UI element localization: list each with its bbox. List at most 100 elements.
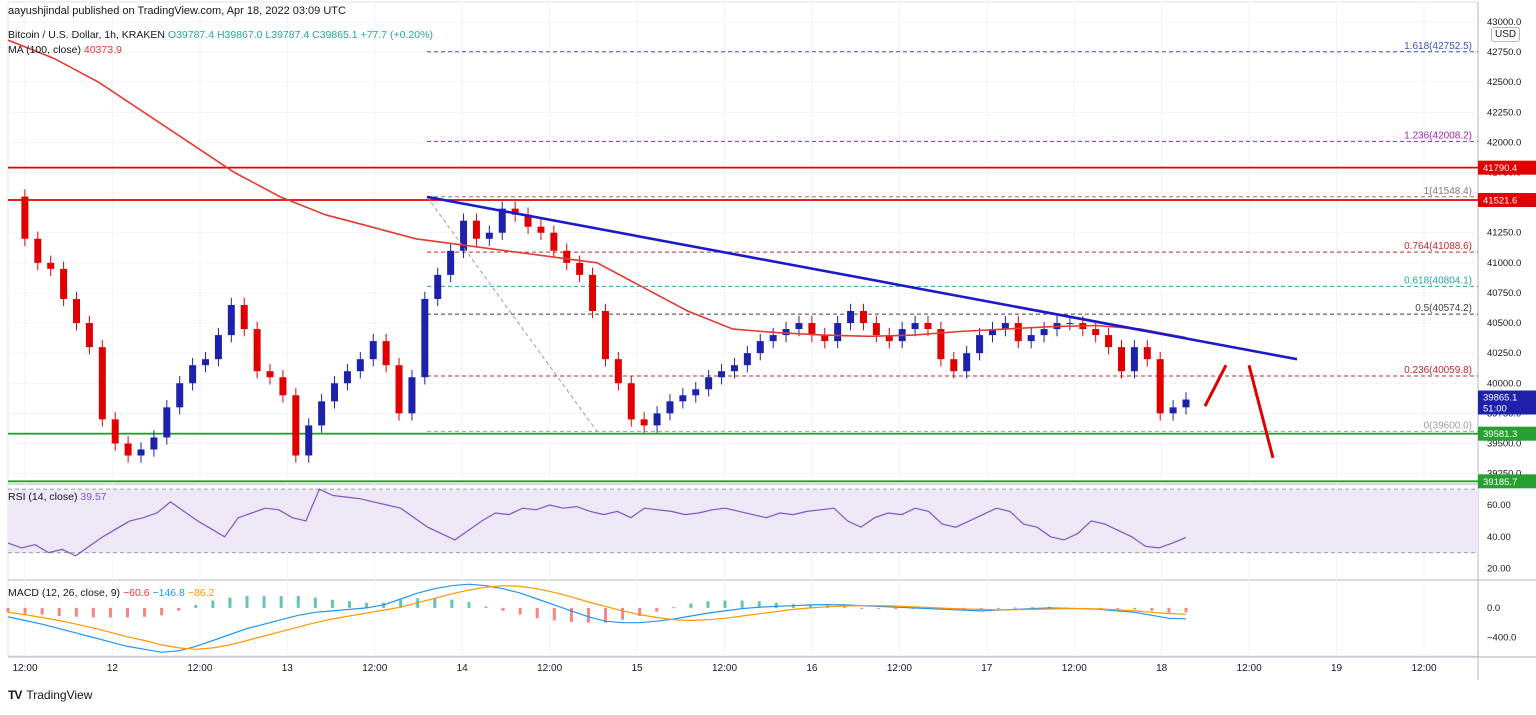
- candle-body: [511, 208, 519, 215]
- candle-body: [988, 329, 996, 336]
- sr-price-tag: [1478, 160, 1536, 175]
- candle-body: [524, 214, 532, 227]
- candle-body: [266, 371, 274, 378]
- candle-body: [1105, 335, 1113, 348]
- candle-body: [498, 208, 506, 233]
- macd-legend: MACD (12, 26, close, 9) −60.6 −146.8 −86…: [8, 587, 214, 599]
- macd-histogram-bar: [330, 599, 334, 608]
- candle-body: [485, 232, 493, 239]
- candle-body: [937, 329, 945, 360]
- candle-body: [318, 401, 326, 426]
- candle-body: [601, 311, 609, 360]
- rsi-band: [8, 489, 1478, 553]
- candle-body: [627, 383, 635, 420]
- candle-body: [1169, 407, 1177, 414]
- x-tick-label: 12: [107, 663, 119, 674]
- macd-histogram-bar: [843, 606, 847, 608]
- candle-body: [859, 311, 867, 324]
- candle-body: [137, 449, 145, 456]
- macd-histogram-bar: [1116, 607, 1120, 610]
- macd-histogram-bar: [501, 607, 505, 611]
- candle-body: [124, 443, 132, 456]
- y-tick-label: 41250.0: [1487, 228, 1521, 239]
- candle-body: [963, 353, 971, 372]
- candle-body: [176, 383, 184, 408]
- candle-body: [73, 298, 81, 324]
- candle-body: [821, 335, 829, 342]
- macd-histogram-bar: [621, 607, 625, 620]
- macd-histogram-bar: [74, 607, 78, 617]
- fib-level-label: 0.618(40804.1): [1404, 275, 1472, 286]
- candle-body: [653, 413, 661, 426]
- macd-histogram-bar: [774, 602, 778, 608]
- rsi-value: 39.57: [80, 491, 107, 503]
- x-tick-label: 12:00: [362, 663, 387, 674]
- macd-histogram-bar: [279, 596, 283, 608]
- candle-body: [343, 371, 351, 384]
- countdown-label: 51:00: [1483, 404, 1507, 415]
- y-tick-label: 42000.0: [1487, 137, 1521, 148]
- tradingview-logo-icon: TV: [8, 688, 22, 702]
- sr-price-tag: [1478, 474, 1536, 489]
- macd-histogram-bar: [1133, 607, 1137, 610]
- candle-body: [408, 377, 416, 414]
- current-price-tag: [1478, 390, 1536, 415]
- candle-body: [21, 196, 29, 239]
- candle-body: [1143, 347, 1151, 360]
- macd-histogram-bar: [6, 607, 10, 613]
- macd-histogram-bar: [586, 607, 590, 623]
- x-tick-label: 14: [457, 663, 469, 674]
- candle-body: [1156, 359, 1164, 414]
- ohlc-values: O39787.4 H39867.0 L39787.4 C39865.1 +77.…: [167, 29, 433, 41]
- candle-body: [847, 311, 855, 324]
- candle-body: [911, 323, 919, 330]
- fib-level-label: 0(39600.0): [1424, 420, 1472, 431]
- candle-body: [1182, 399, 1190, 408]
- rsi-tick-label: 20.00: [1487, 563, 1511, 574]
- y-tick-label: 39500.0: [1487, 438, 1521, 449]
- macd-tick-label: 0.0: [1487, 603, 1500, 614]
- x-tick-label: 12:00: [1237, 663, 1262, 674]
- macd-histogram-bar: [638, 607, 642, 617]
- candle-body: [718, 371, 726, 378]
- macd-histogram-bar: [877, 607, 881, 609]
- y-tick-label: 40000.0: [1487, 378, 1521, 389]
- footer-brand[interactable]: TV TradingView: [8, 688, 92, 702]
- x-tick-label: 12:00: [1062, 663, 1087, 674]
- candle-body: [589, 274, 597, 312]
- macd-histogram-bar: [262, 596, 266, 608]
- y-tick-label: 42750.0: [1487, 47, 1521, 58]
- x-tick-label: 12:00: [187, 663, 212, 674]
- candle-body: [47, 262, 55, 269]
- rsi-tick-label: 40.00: [1487, 532, 1511, 543]
- moving-average-line: [7, 39, 1187, 339]
- x-tick-label: 16: [806, 663, 818, 674]
- candle-body: [395, 365, 403, 414]
- macd-histogram-bar: [706, 601, 710, 608]
- macd-histogram-bar: [211, 600, 215, 608]
- sr-price-tag: [1478, 426, 1536, 441]
- candle-body: [356, 359, 364, 372]
- currency-badge[interactable]: USD: [1491, 27, 1521, 42]
- candle-body: [292, 395, 300, 456]
- y-tick-label: 41000.0: [1487, 258, 1521, 269]
- macd-histogram-bar: [91, 607, 95, 618]
- sr-price-tag: [1478, 193, 1536, 208]
- candle-body: [150, 437, 158, 450]
- macd-histogram-bar: [177, 607, 181, 611]
- candle-body: [111, 419, 119, 444]
- macd-histogram-bar: [535, 607, 539, 619]
- candle-body: [976, 335, 984, 354]
- candle-body: [189, 365, 197, 384]
- candle-body: [950, 359, 958, 372]
- x-tick-label: 12:00: [887, 663, 912, 674]
- macd-histogram-bar: [57, 607, 61, 617]
- x-tick-label: 15: [632, 663, 644, 674]
- candle-body: [730, 365, 738, 372]
- symbol-legend: Bitcoin / U.S. Dollar, 1h, KRAKEN O39787…: [8, 29, 433, 41]
- candle-body: [240, 304, 248, 330]
- x-tick-label: 12:00: [712, 663, 737, 674]
- candle-body: [550, 232, 558, 251]
